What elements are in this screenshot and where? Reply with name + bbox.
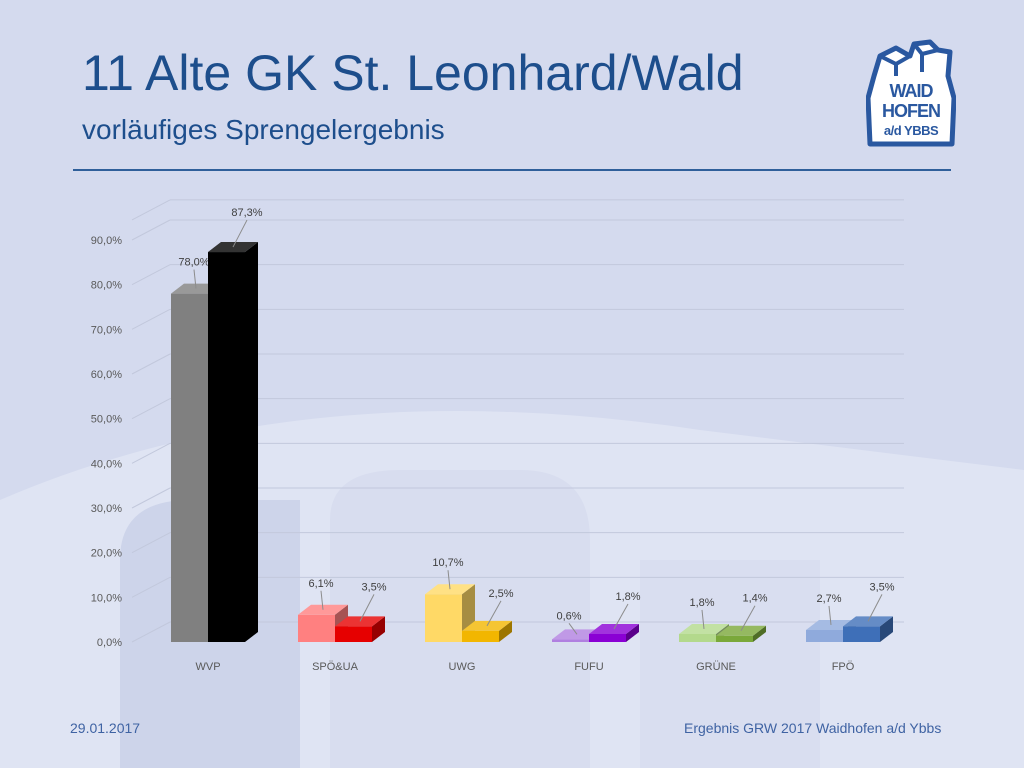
bar-top [335, 616, 385, 627]
y-tick-label: 50,0% [91, 414, 122, 426]
label-leader [320, 590, 324, 610]
bar-GRÜNE-s2 [716, 635, 753, 642]
bar-SPÖ&UA-s1 [298, 614, 335, 642]
bar-GRÜNE-s1 [679, 633, 716, 642]
data-label: 1,8% [689, 597, 714, 609]
bar-WVP-s2 [208, 252, 245, 642]
label-leader [193, 269, 197, 289]
logo-shape [865, 39, 957, 147]
bar-FUFU-s1 [552, 639, 589, 642]
y-tick-label: 30,0% [91, 503, 122, 515]
data-label: 1,4% [742, 593, 767, 605]
label-leader [486, 600, 502, 627]
slide-subtitle: vorläufiges Sprengelergebnis [82, 114, 445, 145]
slide-title: 11 Alte GK St. Leonhard/Wald [82, 45, 744, 101]
label-leader [867, 594, 883, 622]
data-label: 0,6% [556, 610, 581, 622]
footer-date: 29.01.2017 [70, 720, 141, 736]
logo-text-line2: HOFEN [882, 101, 941, 121]
data-label: 3,5% [869, 581, 894, 593]
data-label: 1,8% [615, 591, 640, 603]
bar-side [753, 625, 766, 642]
waidhofen-logo: WAID HOFEN a/d YBBS [865, 36, 957, 150]
gridline-diagonal [131, 532, 171, 554]
bar-UWG-s1 [425, 594, 462, 642]
bar-chart: 0,0% 10,0% 20,0% 30,0% 40,0% 50,0% 60,0% 70,0% 8… [91, 199, 904, 673]
data-label: 2,7% [816, 593, 841, 605]
label-leader [740, 605, 756, 631]
x-tick-label: FUFU [574, 661, 603, 673]
x-tick-label: GRÜNE [696, 661, 736, 673]
bar-UWG-s2 [462, 630, 499, 642]
logo-text-line1: WAID [889, 81, 934, 101]
y-tick-label: 90,0% [91, 235, 122, 247]
bar-FUFU-s2 [589, 633, 626, 642]
label-leader [232, 219, 248, 248]
data-label: 87,3% [231, 207, 262, 219]
x-tick-label: SPÖ&UA [312, 661, 359, 673]
bar-top [716, 625, 766, 636]
y-tick-label: 0,0% [97, 637, 122, 649]
y-tick-label: 80,0% [91, 280, 122, 292]
gridline-diagonal [131, 442, 171, 464]
label-leader [568, 623, 578, 635]
label-leader [613, 603, 629, 630]
bar-FPÖ-s1 [806, 629, 843, 642]
gridline-diagonal [131, 576, 171, 598]
gridline-diagonal [131, 199, 171, 221]
bar-FPÖ-s2 [843, 626, 880, 642]
label-leader [701, 609, 705, 630]
label-leader [828, 605, 832, 625]
bar-side [499, 620, 512, 642]
y-tick-label: 10,0% [91, 592, 122, 604]
data-label: 2,5% [488, 588, 513, 600]
bar-side [245, 242, 258, 642]
gridline-diagonal [131, 398, 171, 420]
y-tick-label: 60,0% [91, 369, 122, 381]
gridline-diagonal [131, 487, 171, 509]
y-tick-label: 20,0% [91, 548, 122, 560]
bar-side [626, 623, 639, 642]
bar-SPÖ&UA-s2 [335, 626, 372, 642]
bar-side [880, 616, 893, 642]
x-tick-label: FPÖ [832, 661, 855, 673]
bar-top [462, 620, 512, 631]
gridline-diagonal [131, 308, 171, 330]
y-tick-label: 70,0% [91, 324, 122, 336]
y-tick-label: 40,0% [91, 458, 122, 470]
bar-WVP-s1 [171, 293, 208, 642]
gridline-diagonal [131, 353, 171, 375]
x-tick-label: WVP [195, 661, 220, 673]
data-label: 6,1% [308, 578, 333, 590]
label-leader [359, 594, 375, 622]
x-tick-label: UWG [449, 661, 476, 673]
title-divider [73, 169, 951, 171]
data-label: 3,5% [361, 581, 386, 593]
gridline-diagonal [131, 621, 171, 643]
label-leader [447, 570, 451, 590]
bar-top [843, 616, 893, 627]
gridline-diagonal [131, 264, 171, 286]
gridline-diagonal [131, 219, 171, 241]
logo-text-line3: a/d YBBS [883, 123, 939, 138]
footer-source: Ergebnis GRW 2017 Waidhofen a/d Ybbs [684, 720, 942, 736]
bar-side [372, 616, 385, 642]
data-label: 10,7% [432, 557, 463, 569]
data-label: 78,0% [178, 257, 209, 269]
